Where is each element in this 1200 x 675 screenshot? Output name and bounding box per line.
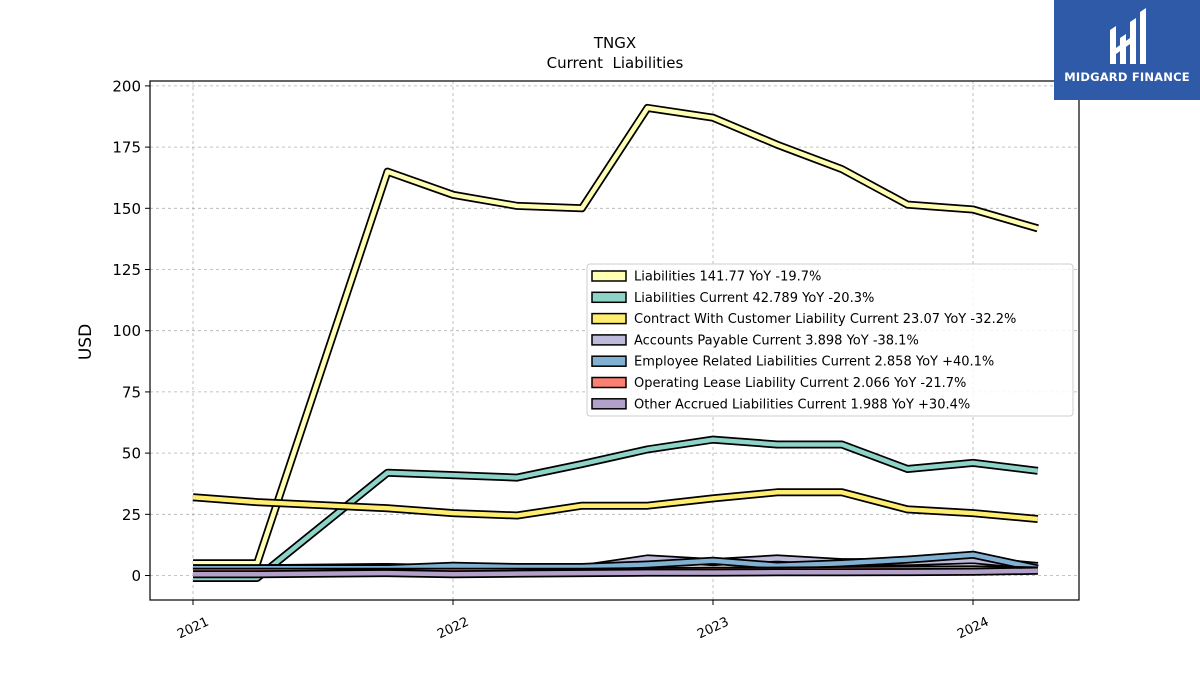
y-tick-label: 75 [122, 383, 141, 401]
y-tick-label: 100 [112, 322, 141, 340]
y-tick-label: 200 [112, 77, 141, 95]
legend-swatch [591, 270, 627, 282]
legend-swatch [591, 334, 627, 346]
series-contract-with-customer-liability-current [192, 488, 1039, 523]
y-tick-label: 175 [112, 139, 141, 157]
logo-text: MIDGARD FINANCE [1064, 70, 1190, 84]
legend-swatch [591, 291, 627, 304]
y-tick-label: 50 [122, 445, 141, 463]
x-tick-label: 2021 [175, 615, 211, 643]
chart-subtitle: Current Liabilities [547, 54, 684, 72]
midgard-logo-icon [1110, 8, 1146, 64]
legend-label: Liabilities Current 42.789 YoY -20.3% [634, 291, 874, 306]
series-other-accrued-liabilities-current [193, 566, 1038, 579]
y-tick-label: 25 [122, 506, 141, 524]
y-axis-label: USD [76, 324, 96, 360]
legend: Liabilities 141.77 YoY -19.7% Liabilities… [586, 263, 1074, 417]
brand-logo: MIDGARD FINANCE [1054, 0, 1200, 100]
x-tick-label: 2022 [435, 615, 471, 643]
x-tick-label: 2024 [955, 615, 991, 643]
legend-swatch [591, 398, 627, 410]
series-line [193, 568, 1038, 577]
legend-swatch [591, 355, 627, 367]
x-tick-label: 2023 [695, 615, 731, 643]
legend-swatch [591, 376, 627, 389]
series-line [193, 437, 1039, 581]
series-line [192, 490, 1039, 522]
series-liabilities [193, 103, 1039, 568]
legend-label: Other Accrued Liabilities Current 1.988 … [634, 397, 970, 412]
legend-label: Accounts Payable Current 3.898 YoY -38.1… [634, 333, 919, 348]
series-line [193, 105, 1039, 566]
plot-frame [149, 80, 1080, 601]
series-lines [192, 103, 1039, 582]
x-ticks: 2021 2022 2023 2024 [175, 600, 991, 642]
legend-swatch [591, 312, 627, 325]
legend-label: Liabilities 141.77 YoY -19.7% [634, 270, 821, 285]
chart-title: TNGX [593, 34, 636, 52]
legend-label: Operating Lease Liability Current 2.066 … [634, 376, 966, 391]
y-tick-label: 150 [112, 200, 141, 218]
y-ticks: 0 25 50 75 100 125 150 175 200 [112, 77, 150, 585]
legend-box [586, 263, 1074, 417]
y-tick-label: 125 [112, 261, 141, 279]
y-tick-label: 0 [131, 567, 141, 585]
legend-label: Employee Related Liabilities Current 2.8… [634, 355, 994, 370]
legend-label: Contract With Customer Liability Current… [634, 312, 1016, 327]
series-liabilities-current [193, 435, 1039, 582]
